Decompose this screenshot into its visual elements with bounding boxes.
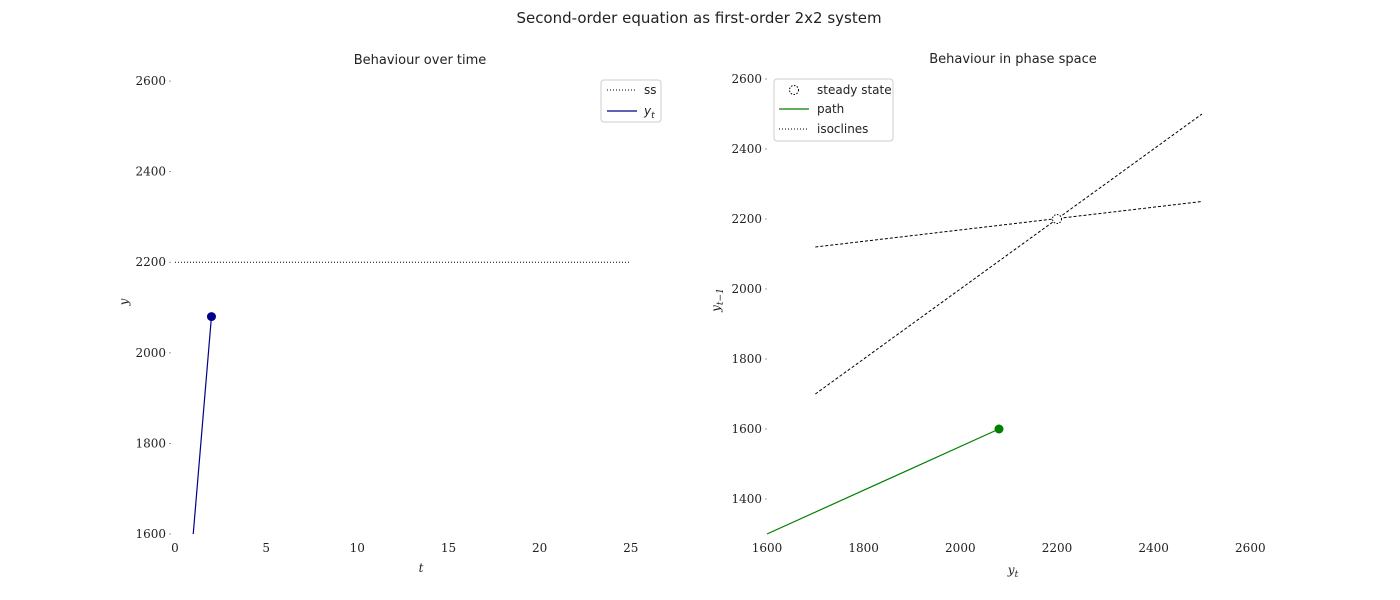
legend-label-steady-state: steady state	[817, 83, 892, 97]
legend-label-yt-main: y	[643, 104, 652, 118]
chart-title: Behaviour in phase space	[929, 52, 1097, 67]
x-axis-label-sub: t	[1015, 570, 1019, 580]
series-line-isoclines	[815, 201, 1203, 248]
y-tick-label: 1800	[135, 436, 166, 450]
x-tick-label: 1600	[752, 541, 783, 555]
y-tick-labels: 1600 1800 2000 2200 2400 2600	[135, 74, 171, 541]
y-axis-label: yt−1	[709, 288, 726, 313]
x-tick-label: 25	[623, 541, 638, 555]
y-tick-label: 2000	[135, 346, 166, 360]
legend-label-path: path	[817, 102, 844, 116]
y-axis-label-main: y	[709, 305, 723, 313]
y-tick-label: 2600	[135, 74, 166, 88]
y-tick-labels: 1400 1600 1800 2000 2200 2400 2600	[731, 72, 767, 506]
y-tick-label: 2600	[731, 72, 762, 86]
legend-label-ss: ss	[644, 83, 657, 97]
legend-swatch-steady-state	[789, 85, 799, 95]
y-axis-label: y	[117, 298, 131, 306]
legend: ss yt	[600, 79, 662, 123]
legend-label-yt: yt	[643, 104, 655, 121]
legend-label-isoclines: isoclines	[817, 122, 868, 136]
series-line-y-t	[192, 316, 213, 535]
series-line-isoclines	[815, 113, 1203, 395]
x-tick-label: 5	[262, 541, 270, 555]
x-tick-label: 0	[171, 541, 179, 555]
chart-title: Behaviour over time	[354, 53, 487, 68]
y-tick-label: 1600	[135, 527, 166, 541]
steady-state-point	[1052, 214, 1062, 224]
series-line-path	[766, 428, 1000, 535]
x-tick-label: 15	[441, 541, 456, 555]
legend-frame	[773, 78, 894, 142]
x-axis-label: yt	[1007, 563, 1019, 580]
x-tick-label: 2200	[1042, 541, 1073, 555]
chart-behaviour-in-phase-space: Behaviour in phase space 1400 1600 1800 200…	[709, 52, 1266, 580]
y-tick-label: 1400	[731, 492, 762, 506]
x-tick-labels: 0 5 10 15 20 25	[171, 541, 638, 555]
x-tick-label: 2400	[1138, 541, 1169, 555]
y-tick-label: 2400	[135, 165, 166, 179]
x-axis-label: t	[419, 561, 424, 575]
x-tick-label: 1800	[848, 541, 879, 555]
x-tick-label: 20	[532, 541, 547, 555]
x-tick-labels: 1600 1800 2000 2200 2400 2600	[752, 541, 1266, 555]
y-tick-label: 2200	[135, 255, 166, 269]
series-end-point-path	[994, 424, 1004, 434]
y-tick-label: 1600	[731, 422, 762, 436]
y-tick-label: 2400	[731, 142, 762, 156]
x-tick-label: 2000	[945, 541, 976, 555]
x-tick-label: 2600	[1235, 541, 1266, 555]
x-axis-label-main: y	[1007, 563, 1015, 577]
series-end-point-y-t	[206, 312, 216, 322]
y-tick-label: 2200	[731, 212, 762, 226]
y-axis-label-sub: t−1	[716, 288, 726, 305]
legend: steady state path isoclines	[773, 78, 894, 142]
series-group	[175, 261, 631, 535]
y-tick-label: 1800	[731, 352, 762, 366]
figure-title: Second-order equation as first-order 2x2…	[516, 9, 881, 27]
series-group	[766, 113, 1203, 535]
x-tick-label: 10	[350, 541, 365, 555]
chart-behaviour-over-time: Behaviour over time 1600 1800 2000 2200 2400…	[117, 53, 662, 575]
y-tick-label: 2000	[731, 282, 762, 296]
legend-label-yt-sub: t	[651, 111, 655, 121]
